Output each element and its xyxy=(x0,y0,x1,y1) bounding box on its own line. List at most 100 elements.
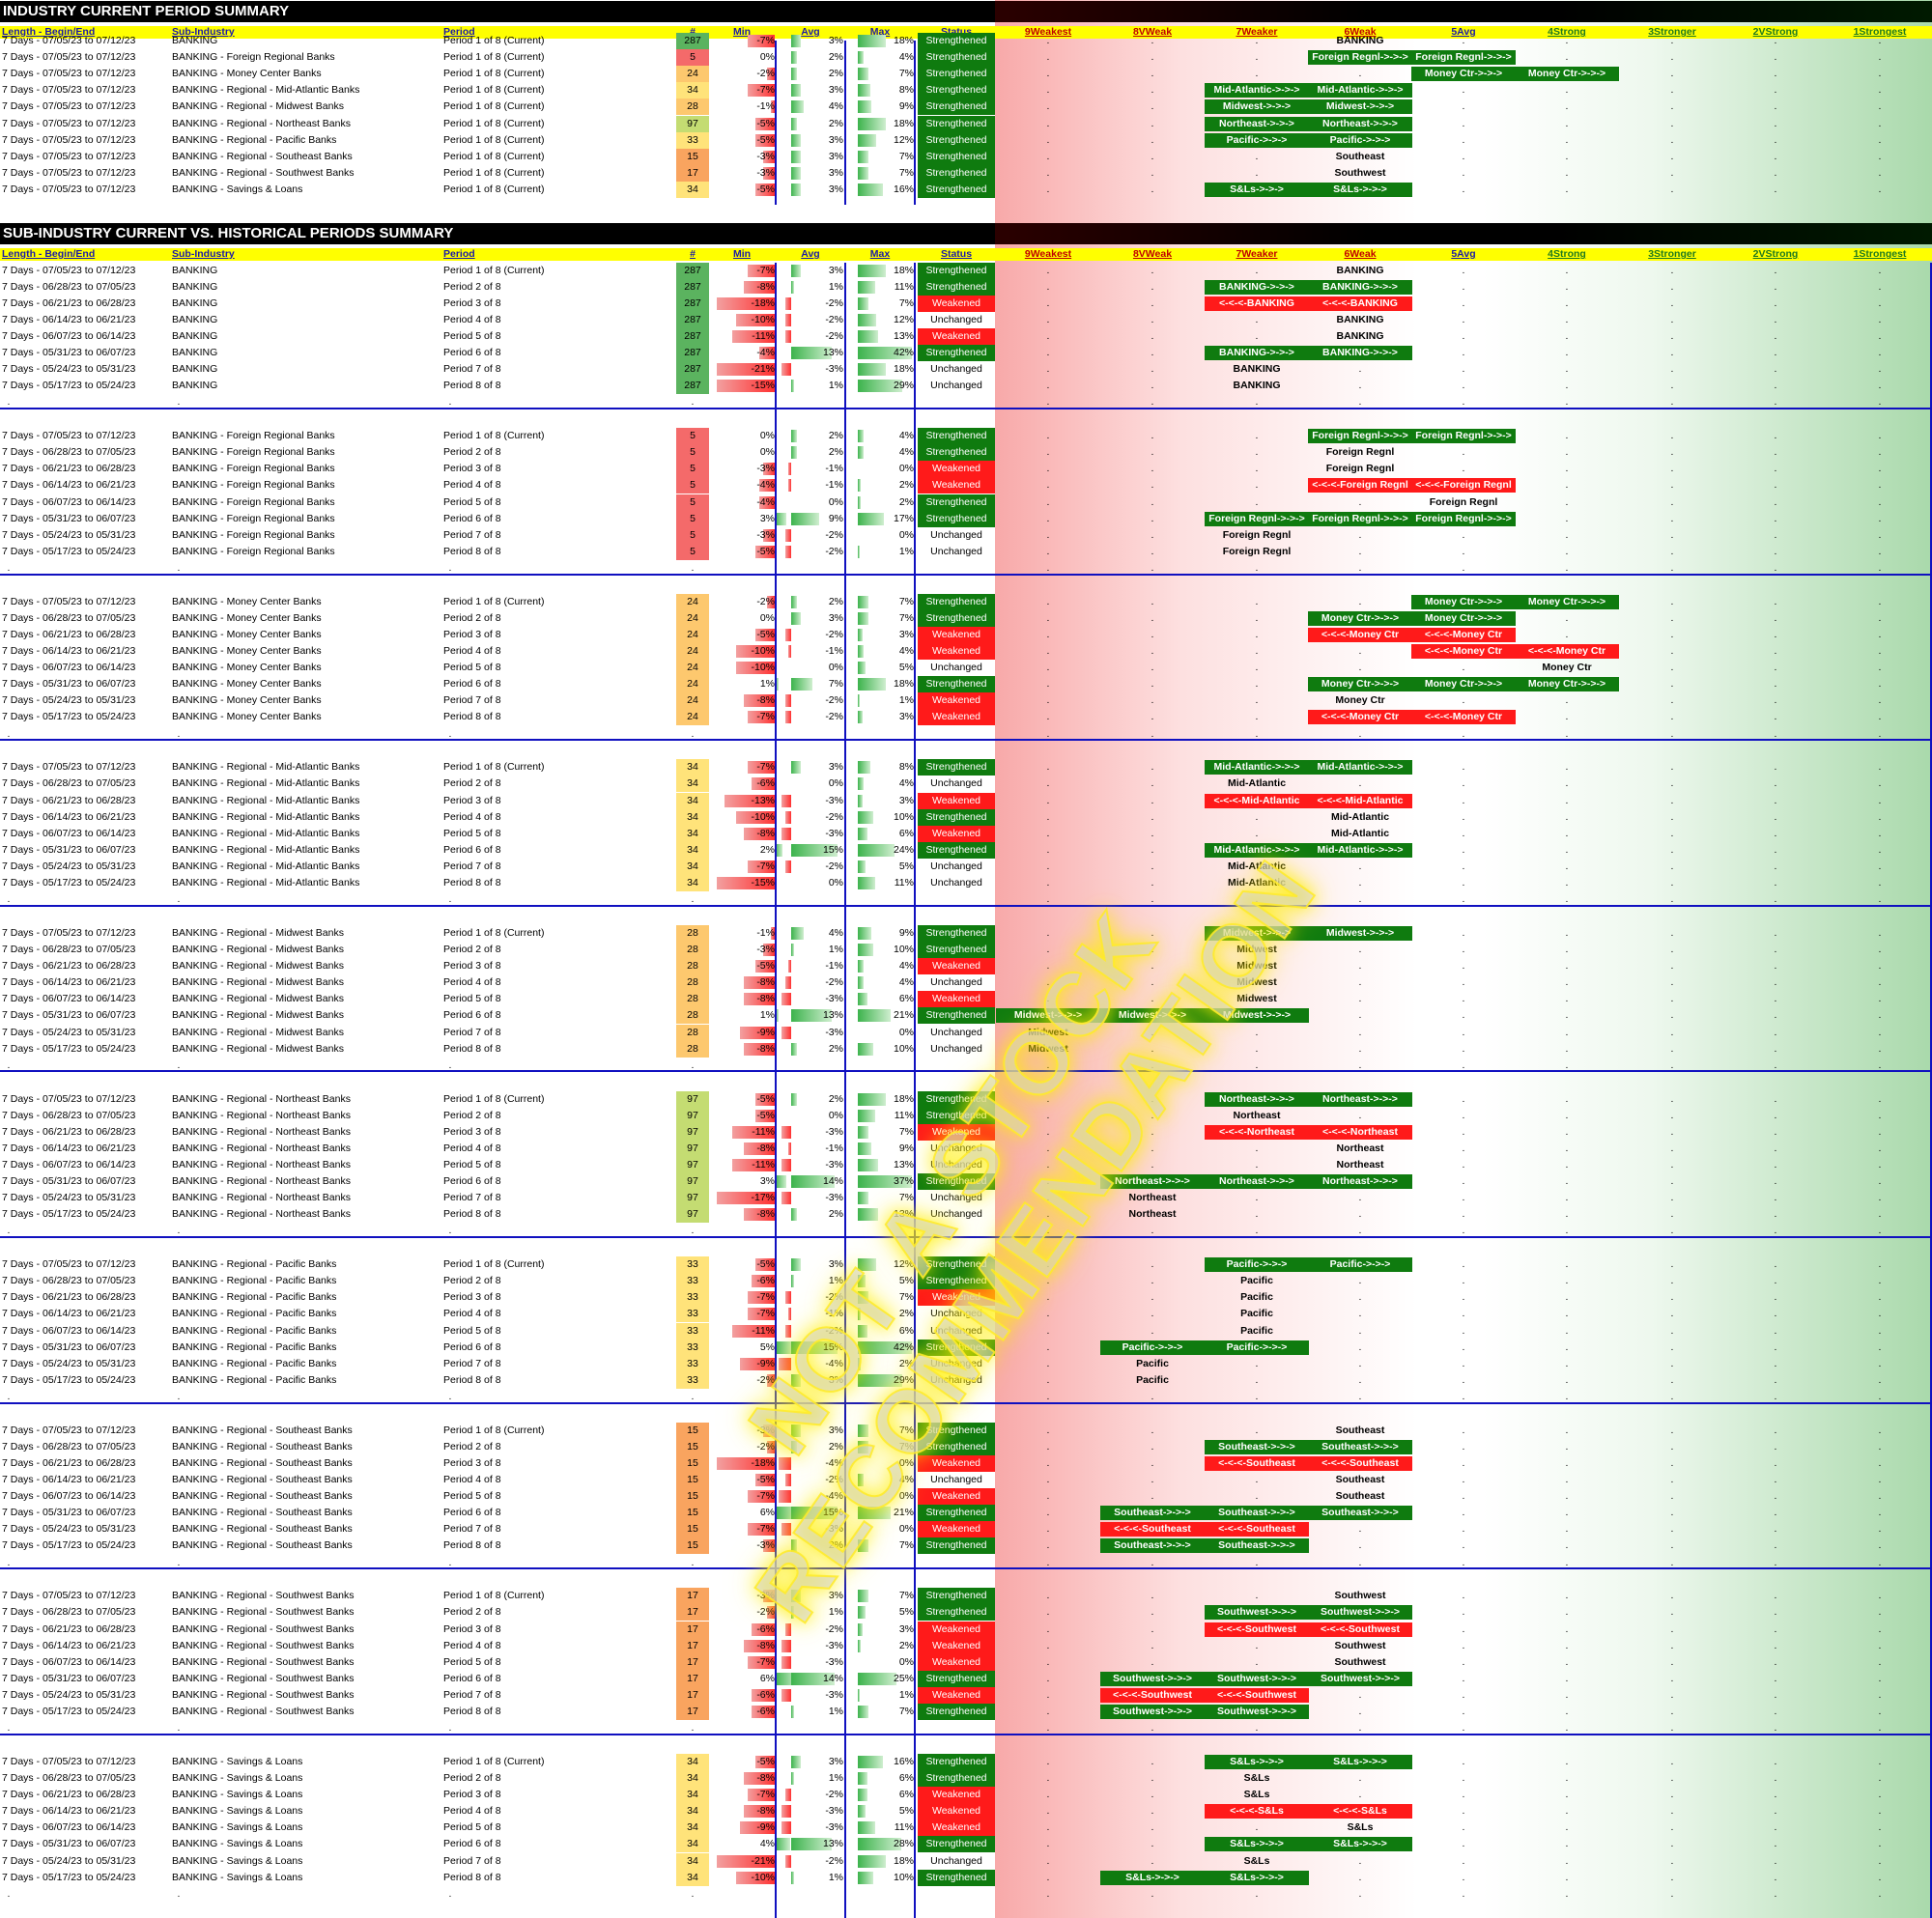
period-cell: Period 5 of 8 xyxy=(443,827,501,839)
header-min[interactable]: Min xyxy=(732,26,752,38)
avg-cell: -2% xyxy=(825,313,843,325)
rank-dot: . xyxy=(1046,1507,1050,1519)
status-badge: Weakened xyxy=(918,709,995,726)
rank-dot: . xyxy=(1878,877,1882,888)
sub-industry-cell: BANKING - Regional - Mid-Atlantic Banks xyxy=(172,84,360,97)
count-cell: 34 xyxy=(676,841,709,859)
header-period[interactable]: Period xyxy=(443,248,475,260)
rank-dot: . xyxy=(1670,380,1674,392)
min-cell: -5% xyxy=(756,1109,775,1121)
min-bar xyxy=(748,1291,775,1305)
rank-dot: . xyxy=(1358,1109,1362,1121)
header-count[interactable]: # xyxy=(690,26,696,38)
length-cell: 7 Days - 06/28/23 to 07/05/23 xyxy=(2,446,136,459)
max-cell: 7% xyxy=(898,595,914,607)
rank-tag: Pacific->->-> xyxy=(1100,1340,1205,1355)
period-cell: Period 4 of 8 xyxy=(443,1308,501,1320)
rank-dot: . xyxy=(1565,1109,1569,1121)
header-rank-5avg[interactable]: 5Avg xyxy=(1451,248,1476,260)
rank-dot: . xyxy=(1151,35,1154,46)
header-avg[interactable]: Avg xyxy=(801,26,820,38)
header-rank-8vweak[interactable]: 8VWeak xyxy=(1132,248,1173,260)
rank-dot: . xyxy=(1565,1871,1569,1883)
rank-dot: . xyxy=(1878,1706,1882,1717)
count-cell: 33 xyxy=(676,1289,709,1307)
rank-dot: . xyxy=(1255,430,1259,442)
header-rank-3stronger[interactable]: 3Stronger xyxy=(1648,248,1696,260)
rank-dot: . xyxy=(1358,777,1362,790)
current-row: 7 Days - 07/05/23 to 07/12/23 BANKING - R… xyxy=(0,99,1932,116)
count-cell: 28 xyxy=(676,991,709,1008)
rank-dot: . xyxy=(1462,1125,1465,1138)
header-rank-6weak[interactable]: 6Weak xyxy=(1344,248,1377,260)
avg-bar xyxy=(784,313,791,326)
header-rank-1strongest[interactable]: 1Strongest xyxy=(1853,26,1907,38)
status-badge: Strengthened xyxy=(918,1836,995,1853)
rank-dot: . xyxy=(1565,843,1569,856)
blank-dot: . xyxy=(691,1225,695,1237)
avg-cell: -2% xyxy=(825,1291,843,1304)
rank-dot: . xyxy=(1046,645,1050,657)
rank-tag: <-<-<-Foreign Regnl xyxy=(1308,478,1412,494)
history-row: 7 Days - 06/28/23 to 07/05/23 BANKING - S… xyxy=(0,1770,1932,1787)
rank-dot: . xyxy=(1462,117,1465,129)
header-rank-7weaker[interactable]: 7Weaker xyxy=(1236,26,1278,38)
rank-dot: . xyxy=(1565,1523,1569,1536)
header-rank-8vweak[interactable]: 8VWeak xyxy=(1132,26,1173,38)
rank-tag: <-<-<-Foreign Regnl xyxy=(1411,478,1516,494)
rank-dot: . xyxy=(1878,313,1882,325)
min-cell: -3% xyxy=(756,1539,775,1552)
status-badge: Weakened xyxy=(918,626,995,643)
rank-dot: . xyxy=(1358,1275,1362,1287)
period-cell: Period 6 of 8 xyxy=(443,1672,501,1684)
header-rank-3stronger[interactable]: 3Stronger xyxy=(1648,26,1696,38)
max-cell: 4% xyxy=(898,51,914,64)
avg-cell: -2% xyxy=(825,711,843,723)
min-cell: -10% xyxy=(751,810,775,823)
header-rank-1strongest[interactable]: 1Strongest xyxy=(1853,248,1907,260)
sub-industry-cell: BANKING - Foreign Regional Banks xyxy=(172,479,335,492)
header-min[interactable]: Min xyxy=(732,248,752,260)
header-length[interactable]: Length - Begin/End xyxy=(2,248,96,260)
header-rank-7weaker[interactable]: 7Weaker xyxy=(1236,248,1278,260)
rank-dot: . xyxy=(1151,133,1154,146)
header-rank-9weakest[interactable]: 9Weakest xyxy=(1024,248,1072,260)
header-avg[interactable]: Avg xyxy=(801,248,820,260)
rank-dot: . xyxy=(1774,711,1777,723)
length-cell: 7 Days - 07/05/23 to 07/12/23 xyxy=(2,926,136,939)
header-rank-2vstrong[interactable]: 2VStrong xyxy=(1752,248,1799,260)
rank-dot: . xyxy=(1565,1373,1569,1386)
header-sub-industry[interactable]: Sub-Industry xyxy=(172,248,235,260)
rank-dot: . xyxy=(1670,1871,1674,1883)
header-rank-4strong[interactable]: 4Strong xyxy=(1548,26,1586,38)
header-rank-6weak[interactable]: 6Weak xyxy=(1344,26,1377,38)
length-cell: 7 Days - 07/05/23 to 07/12/23 xyxy=(2,1424,136,1436)
rank-dot: . xyxy=(1046,1357,1050,1369)
min-cell: -10% xyxy=(751,645,775,657)
header-length[interactable]: Length - Begin/End xyxy=(2,26,96,38)
rank-dot: . xyxy=(1462,662,1465,674)
header-rank-5avg[interactable]: 5Avg xyxy=(1451,26,1476,38)
header-status[interactable]: Status xyxy=(940,248,973,260)
count-cell: 34 xyxy=(676,181,709,198)
header-rank-4strong[interactable]: 4Strong xyxy=(1548,248,1586,260)
header-rank-2vstrong[interactable]: 2VStrong xyxy=(1752,26,1799,38)
header-sub-industry[interactable]: Sub-Industry xyxy=(172,26,235,38)
rank-dot: . xyxy=(1462,264,1465,276)
blank-dot: . xyxy=(448,1722,452,1735)
header-rank-9weakest[interactable]: 9Weakest xyxy=(1024,26,1072,38)
header-period[interactable]: Period xyxy=(443,26,475,38)
period-cell: Period 1 of 8 (Current) xyxy=(443,183,545,195)
rank-dot: . xyxy=(1878,1887,1882,1900)
header-count[interactable]: # xyxy=(690,248,696,260)
sub-industry-cell: BANKING - Foreign Regional Banks xyxy=(172,463,335,475)
header-max[interactable]: Max xyxy=(869,248,891,260)
sub-industry-cell: BANKING - Regional - Southwest Banks xyxy=(172,1590,355,1602)
rank-tag: <-<-<-Money Ctr xyxy=(1308,627,1412,642)
rank-dot: . xyxy=(1774,68,1777,80)
avg-bar xyxy=(791,446,798,460)
period-cell: Period 6 of 8 xyxy=(443,347,501,358)
sub-industry-cell: BANKING - Regional - Pacific Banks xyxy=(172,1275,337,1287)
status-badge: Strengthened xyxy=(918,1107,995,1124)
rank-dot: . xyxy=(1046,926,1050,939)
